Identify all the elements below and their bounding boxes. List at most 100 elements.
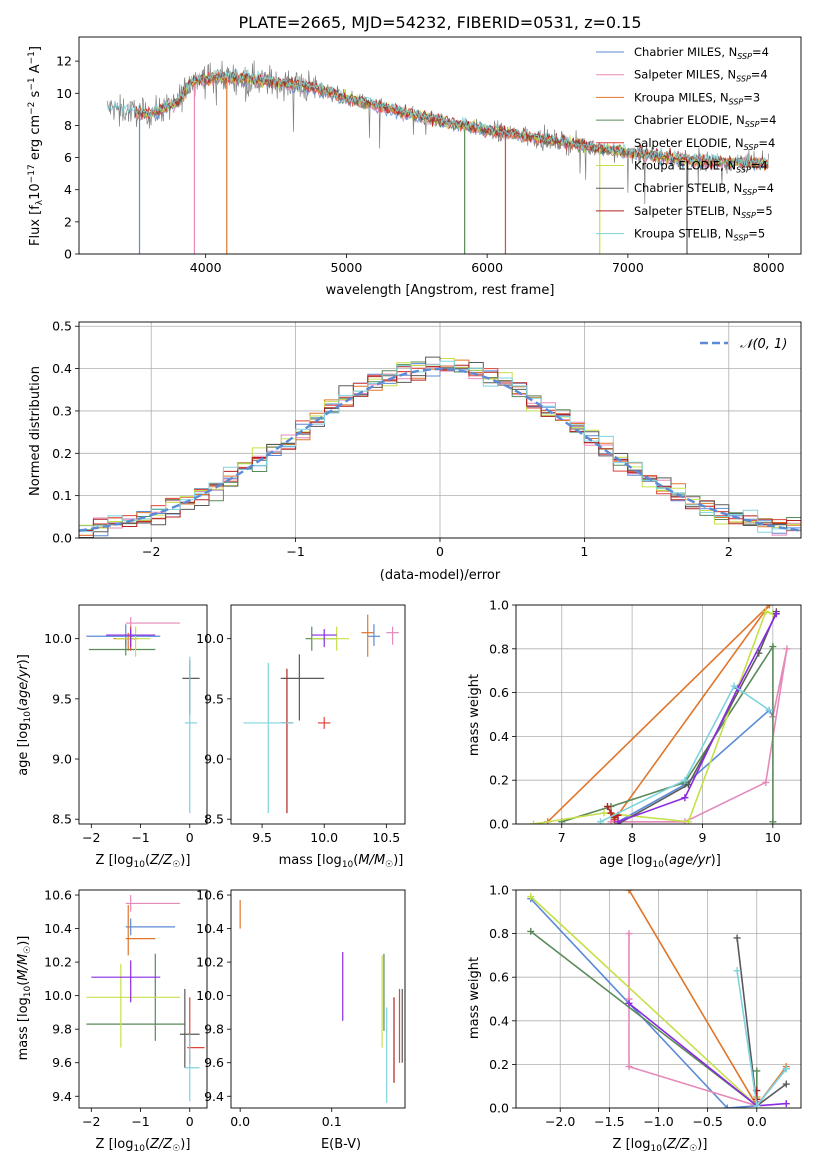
y-tick-label: 8.5: [52, 812, 72, 827]
weight-vs-age-panel: 7 8 9 10 0.0 0.2 0.4 0.6 0.8 1.0: [489, 598, 802, 845]
wZ-xlabel: Z [log10(Z/Z☉)]: [613, 1137, 708, 1154]
y-tick-label: 9.8: [204, 1022, 224, 1037]
weight-marker: [684, 818, 692, 824]
weight-marker: [772, 610, 780, 618]
x-tick-label: 7000: [612, 260, 644, 275]
legend-label: Salpeter STELIB, NSSP=5: [634, 204, 773, 220]
y-tick-label: 10.0: [196, 631, 224, 646]
plot-area: [86, 617, 200, 814]
residual-histogram: [79, 360, 801, 538]
y-tick-label: 9.0: [52, 752, 72, 767]
weight-marker: [723, 1104, 731, 1108]
legend-value: =4: [757, 181, 774, 195]
x-tick-label: 0: [436, 544, 444, 559]
plot-area: [530, 605, 791, 824]
mE-xlabel: E(B-V): [321, 1137, 361, 1152]
weight-marker: [753, 1102, 761, 1108]
y-tick-label: 8.5: [204, 812, 224, 827]
y-tick-label: 2: [64, 214, 72, 229]
y-tick-label: 0.4: [489, 729, 509, 744]
y-tick-label: 1.0: [489, 598, 509, 613]
legend-value: =3: [743, 90, 760, 104]
mass-vs-metallicity-panel: −2 −1 0 9.4 9.6 9.8 10.0 10.2 10.4 10.6: [44, 888, 208, 1129]
legend-value: =4: [758, 136, 775, 150]
weight-marker: [600, 809, 608, 817]
wAge-ylabel: mass weight: [467, 674, 482, 756]
legend-label: Kroupa ELODIE, NSSP=4: [634, 159, 768, 175]
weight-marker: [527, 927, 535, 935]
weight-vs-metallicity-panel: −2.0 −1.5 −1.0 −0.5 0.0 0.0 0.2 0.4 0.6 0.8 1.0: [489, 883, 802, 1129]
x-tick-label: −1: [131, 830, 149, 845]
y-tick-label: 0.2: [489, 1057, 509, 1072]
x-tick-label: 10: [765, 830, 781, 845]
y-tick-label: 8: [64, 118, 72, 133]
weight-marker: [782, 1065, 790, 1073]
y-tick-label: 10.2: [196, 955, 224, 970]
weight-marker: [681, 776, 689, 784]
legend-value: =4: [760, 113, 777, 127]
axes-frame: [515, 889, 802, 1109]
residual-histogram: [79, 364, 801, 538]
weight-marker: [607, 809, 615, 817]
legend-label: Kroupa MILES, NSSP=3: [634, 90, 760, 106]
plot-area: [239, 900, 403, 1103]
weight-marker: [730, 682, 738, 690]
x-tick-label: 0: [186, 830, 194, 845]
mass-vs-extinction-panel: 0.0 0.1 9.4 9.6 9.8 10.0 10.2 10.4 10.6: [196, 888, 406, 1129]
normal-curve: [79, 367, 801, 532]
ageZ-ylabel: age [log10(age/yr)]: [16, 654, 33, 776]
weight-line: [617, 708, 774, 823]
x-tick-label: −0.5: [692, 1114, 722, 1129]
spectrum-panel: 4000 5000 6000 7000 8000 0 2 4 6 8 10 12 Chabrier MI…: [56, 36, 802, 275]
x-tick-label: 0: [186, 1114, 194, 1129]
weight-marker: [603, 802, 611, 810]
spectrum-xlabel: wavelength [Angstrom, rest frame]: [326, 283, 555, 298]
axes-frame: [515, 604, 802, 825]
model-spectrum-line: [106, 68, 769, 168]
y-tick-label: 0.5: [52, 319, 72, 334]
weight-marker: [765, 605, 773, 609]
legend-value: =4: [751, 68, 768, 82]
y-tick-label: 4: [64, 182, 72, 197]
plot-area: [79, 356, 801, 538]
legend-value: =4: [751, 159, 768, 173]
y-tick-label: 10.4: [196, 921, 224, 936]
legend-subscript: SSP: [736, 166, 751, 175]
weight-marker: [614, 818, 622, 824]
y-tick-label: 0: [64, 247, 72, 262]
weight-marker: [625, 890, 633, 894]
plot-area: [527, 890, 790, 1108]
weight-marker: [783, 645, 791, 653]
legend-subscript: SSP: [742, 188, 757, 197]
weight-line: [617, 613, 778, 823]
residuals-xlabel: (data-model)/error: [380, 568, 501, 583]
legend-subscript: SSP: [729, 97, 744, 106]
y-tick-label: 6: [64, 150, 72, 165]
x-tick-label: −1: [286, 544, 304, 559]
x-tick-label: 10.0: [310, 830, 338, 845]
x-tick-label: 2: [725, 544, 733, 559]
legend-label: 𝒩(0, 1): [740, 337, 787, 352]
x-tick-label: −2: [82, 830, 100, 845]
y-tick-label: 10.0: [196, 988, 224, 1003]
y-tick-label: 9.6: [52, 1055, 72, 1070]
y-tick-label: 9.8: [52, 1022, 72, 1037]
x-tick-label: 8000: [753, 260, 785, 275]
spectrum-ylabel: Flux [fλ10−17 erg cm−2 s−1 A−1]: [27, 46, 45, 246]
x-tick-label: −2: [82, 1114, 100, 1129]
wZ-ylabel: mass weight: [467, 957, 482, 1039]
weight-marker: [527, 893, 535, 901]
legend-subscript: SSP: [737, 52, 752, 61]
y-tick-label: 9.5: [204, 691, 224, 706]
x-tick-label: −1.5: [594, 1114, 624, 1129]
legend-label: Salpeter MILES, NSSP=4: [634, 68, 768, 84]
legend-label: Salpeter ELODIE, NSSP=4: [634, 136, 775, 152]
y-tick-label: 9.4: [52, 1089, 72, 1104]
plot-area: [86, 895, 205, 1102]
y-tick-label: 0.6: [489, 685, 509, 700]
ageZ-xlabel: Z [log10(Z/Z☉)]: [96, 853, 191, 870]
ageM-xlabel: mass [log10(M/M☉)]: [279, 853, 404, 870]
y-tick-label: 0.6: [489, 970, 509, 985]
legend-label: Kroupa STELIB, NSSP=5: [634, 227, 765, 243]
